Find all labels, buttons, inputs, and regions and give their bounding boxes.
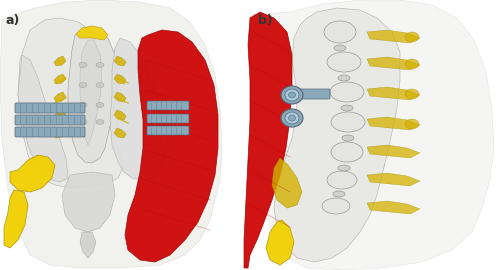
Ellipse shape (338, 165, 350, 171)
Ellipse shape (341, 105, 353, 111)
Ellipse shape (330, 82, 364, 102)
Ellipse shape (331, 142, 363, 162)
Polygon shape (274, 8, 400, 262)
Polygon shape (10, 155, 55, 192)
Polygon shape (0, 0, 222, 268)
Ellipse shape (342, 135, 354, 141)
Ellipse shape (96, 120, 104, 124)
Polygon shape (367, 87, 420, 100)
Ellipse shape (334, 45, 346, 51)
Ellipse shape (324, 21, 356, 43)
Ellipse shape (79, 120, 87, 124)
Ellipse shape (322, 198, 350, 214)
Polygon shape (125, 30, 218, 262)
Polygon shape (54, 92, 66, 102)
Polygon shape (54, 128, 66, 138)
Polygon shape (367, 57, 420, 70)
Polygon shape (80, 40, 102, 145)
FancyBboxPatch shape (15, 127, 85, 137)
Polygon shape (18, 18, 122, 188)
Polygon shape (367, 117, 420, 130)
Polygon shape (367, 145, 420, 158)
Ellipse shape (288, 92, 296, 98)
Ellipse shape (281, 109, 303, 127)
FancyBboxPatch shape (147, 114, 189, 123)
Text: a): a) (6, 14, 20, 27)
Text: b): b) (258, 14, 273, 27)
Polygon shape (367, 173, 420, 186)
Ellipse shape (338, 75, 350, 81)
Polygon shape (76, 26, 108, 40)
FancyBboxPatch shape (147, 126, 189, 135)
Polygon shape (114, 92, 126, 102)
Polygon shape (54, 74, 66, 84)
Ellipse shape (79, 83, 87, 87)
Polygon shape (68, 32, 118, 163)
Polygon shape (114, 110, 126, 120)
Ellipse shape (405, 59, 419, 69)
FancyBboxPatch shape (147, 101, 189, 110)
FancyBboxPatch shape (15, 103, 85, 113)
Polygon shape (80, 232, 96, 258)
Ellipse shape (288, 115, 296, 121)
Polygon shape (4, 190, 28, 248)
Polygon shape (110, 38, 168, 180)
Polygon shape (54, 56, 66, 66)
Ellipse shape (327, 52, 361, 72)
Polygon shape (272, 158, 302, 208)
Polygon shape (367, 201, 420, 214)
Polygon shape (266, 220, 294, 265)
Polygon shape (244, 12, 292, 268)
FancyBboxPatch shape (293, 89, 330, 99)
Polygon shape (62, 172, 115, 232)
Ellipse shape (79, 62, 87, 68)
Polygon shape (250, 0, 494, 270)
Ellipse shape (79, 103, 87, 107)
Ellipse shape (285, 112, 299, 124)
Polygon shape (18, 55, 68, 182)
Polygon shape (114, 74, 126, 84)
Ellipse shape (333, 191, 345, 197)
Polygon shape (367, 30, 420, 43)
Ellipse shape (405, 32, 419, 42)
Ellipse shape (285, 89, 299, 101)
Ellipse shape (405, 119, 419, 129)
Polygon shape (54, 110, 66, 120)
Ellipse shape (281, 86, 303, 104)
Ellipse shape (327, 171, 357, 189)
Polygon shape (114, 56, 126, 66)
Polygon shape (114, 128, 126, 138)
Ellipse shape (96, 103, 104, 107)
FancyBboxPatch shape (15, 115, 85, 125)
Ellipse shape (96, 62, 104, 68)
Ellipse shape (405, 89, 419, 99)
Ellipse shape (331, 112, 365, 132)
Ellipse shape (96, 83, 104, 87)
